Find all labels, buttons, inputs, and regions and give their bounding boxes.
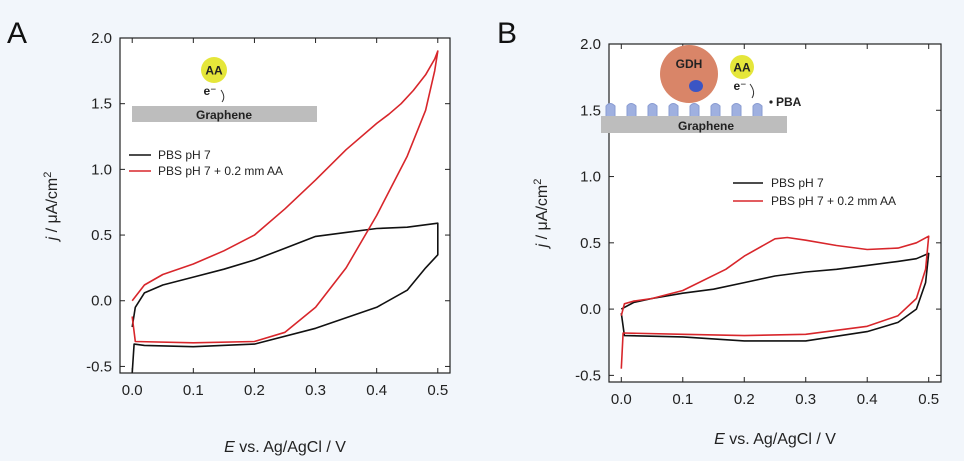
panel-a-series [131, 50, 439, 374]
panel-a-x-tick-label: 0.2 [244, 382, 265, 399]
panel-a-x-tick-label: 0.5 [427, 382, 448, 399]
panel-a-legend-label-0: PBS pH 7 [158, 148, 211, 162]
panel-a-y-tick-label: 1.0 [91, 161, 112, 178]
panel-b-letter: B [497, 17, 517, 50]
panel-b-x-tick-labels: 0.0 0.1 0.2 0.3 0.4 0.5 [611, 391, 939, 408]
panel-a-series-0-line [131, 222, 439, 374]
panel-b-pba-linker [668, 103, 679, 116]
panel-b-y-tick-label: 0.0 [580, 301, 601, 318]
panel-b-pba-linker [731, 103, 742, 116]
panel-a-aa-molecule [201, 57, 227, 83]
panel-a-x-tick-labels: 0.0 0.1 0.2 0.3 0.4 0.5 [122, 382, 448, 399]
panel-a-inset: AA e⁻ Graphene [132, 57, 317, 122]
panel-a-graphene-electrode [132, 106, 317, 122]
panel-b-pba-pointer [769, 100, 773, 104]
panel-a-graphene-label: Graphene [196, 108, 252, 122]
panel-b-gdh-label: GDH [676, 57, 703, 71]
panel-b-x-tick-label: 0.0 [611, 391, 632, 408]
panel-b-electron-label: e⁻ [733, 79, 746, 93]
panel-a-electron-arrow [220, 89, 225, 103]
panel-b-graphene-electrode [601, 116, 787, 133]
panel-a-y-tick-label: 2.0 [91, 30, 112, 47]
panel-a: A -0.5 0.0 0.5 1.0 1.5 2.0 0.0 0.1 0.2 0.3 0.4 0.5… [7, 17, 451, 456]
panel-a-y-tick-label: 0.5 [91, 227, 112, 244]
panel-a-y-tick-label: -0.5 [86, 358, 112, 375]
panel-a-x-tick-label: 0.4 [366, 382, 387, 399]
panel-b-y-tick-label: -0.5 [575, 367, 601, 384]
panel-b-pba-linker [626, 103, 637, 116]
panel-a-x-tick-label: 0.1 [183, 382, 204, 399]
panel-b-pba-linker [689, 103, 700, 116]
panel-b-series [620, 235, 930, 369]
panel-b-x-tick-label: 0.2 [734, 391, 755, 408]
panel-b-y-axis-title: j / μA/cm2 [532, 179, 551, 250]
panel-b-inset: GDH AA e⁻ Graphene PBA [601, 45, 802, 133]
panel-b-pba-label: PBA [776, 95, 802, 109]
panel-a-aa-label: AA [205, 64, 223, 78]
panel-b-series-0-line [620, 252, 930, 342]
panel-a-electron-label: e⁻ [203, 84, 216, 98]
panel-b-aa-molecule [730, 55, 754, 79]
panel-a-plot-area [120, 38, 450, 373]
panel-a-letter: A [7, 17, 27, 50]
panel-a-x-tick-label: 0.3 [305, 382, 326, 399]
panel-a-x-axis-title: E vs. Ag/AgCl / V [224, 439, 346, 456]
panel-b-frame [608, 43, 942, 383]
panel-b: B -0.5 0.0 0.5 1.0 1.5 2.0 0.0 0.1 0.2 0.3 0.4 0.5… [497, 17, 942, 448]
panel-b-electron-arrow [749, 83, 755, 99]
panel-b-x-tick-label: 0.1 [672, 391, 693, 408]
panel-b-pba-linker [752, 103, 763, 116]
panel-b-y-tick-labels: -0.5 0.0 0.5 1.0 1.5 2.0 [575, 36, 601, 384]
panel-b-legend: PBS pH 7 PBS pH 7 + 0.2 mm AA [733, 176, 896, 208]
panel-b-series-1-line [620, 235, 930, 369]
panel-b-pba-linkers [605, 103, 763, 116]
panel-a-series-1-line [131, 50, 439, 344]
panel-b-gdh-enzyme [660, 45, 718, 103]
panel-a-legend-label-1: PBS pH 7 + 0.2 mm AA [158, 164, 283, 178]
panel-b-x-tick-label: 0.4 [857, 391, 878, 408]
panel-b-pba-linker [605, 103, 616, 116]
panel-b-y-tick-label: 1.5 [580, 102, 601, 119]
panel-b-y-tick-label: 1.0 [580, 169, 601, 186]
panel-b-legend-label-1: PBS pH 7 + 0.2 mm AA [771, 194, 896, 208]
panel-a-y-tick-label: 0.0 [91, 293, 112, 310]
panel-a-frame [119, 37, 451, 374]
panel-b-x-tick-label: 0.3 [795, 391, 816, 408]
panel-a-y-tick-labels: -0.5 0.0 0.5 1.0 1.5 2.0 [86, 30, 112, 375]
panel-b-pba-linker [710, 103, 721, 116]
panel-b-y-tick-label: 0.5 [580, 235, 601, 252]
panel-a-y-axis-title: j / μA/cm2 [42, 172, 61, 243]
panel-b-cofactor [689, 80, 703, 92]
panel-b-plot-area [609, 44, 941, 382]
panel-a-y-tick-label: 1.5 [91, 96, 112, 113]
panel-b-legend-label-0: PBS pH 7 [771, 176, 824, 190]
panel-b-aa-label: AA [733, 61, 751, 75]
panel-b-graphene-label: Graphene [678, 119, 734, 133]
panel-b-pba-linker [647, 103, 658, 116]
panel-a-legend: PBS pH 7 PBS pH 7 + 0.2 mm AA [129, 148, 283, 178]
panel-a-x-tick-label: 0.0 [122, 382, 143, 399]
panel-b-x-tick-label: 0.5 [918, 391, 939, 408]
panel-b-y-tick-label: 2.0 [580, 36, 601, 53]
panel-b-x-axis-title: E vs. Ag/AgCl / V [714, 431, 836, 448]
